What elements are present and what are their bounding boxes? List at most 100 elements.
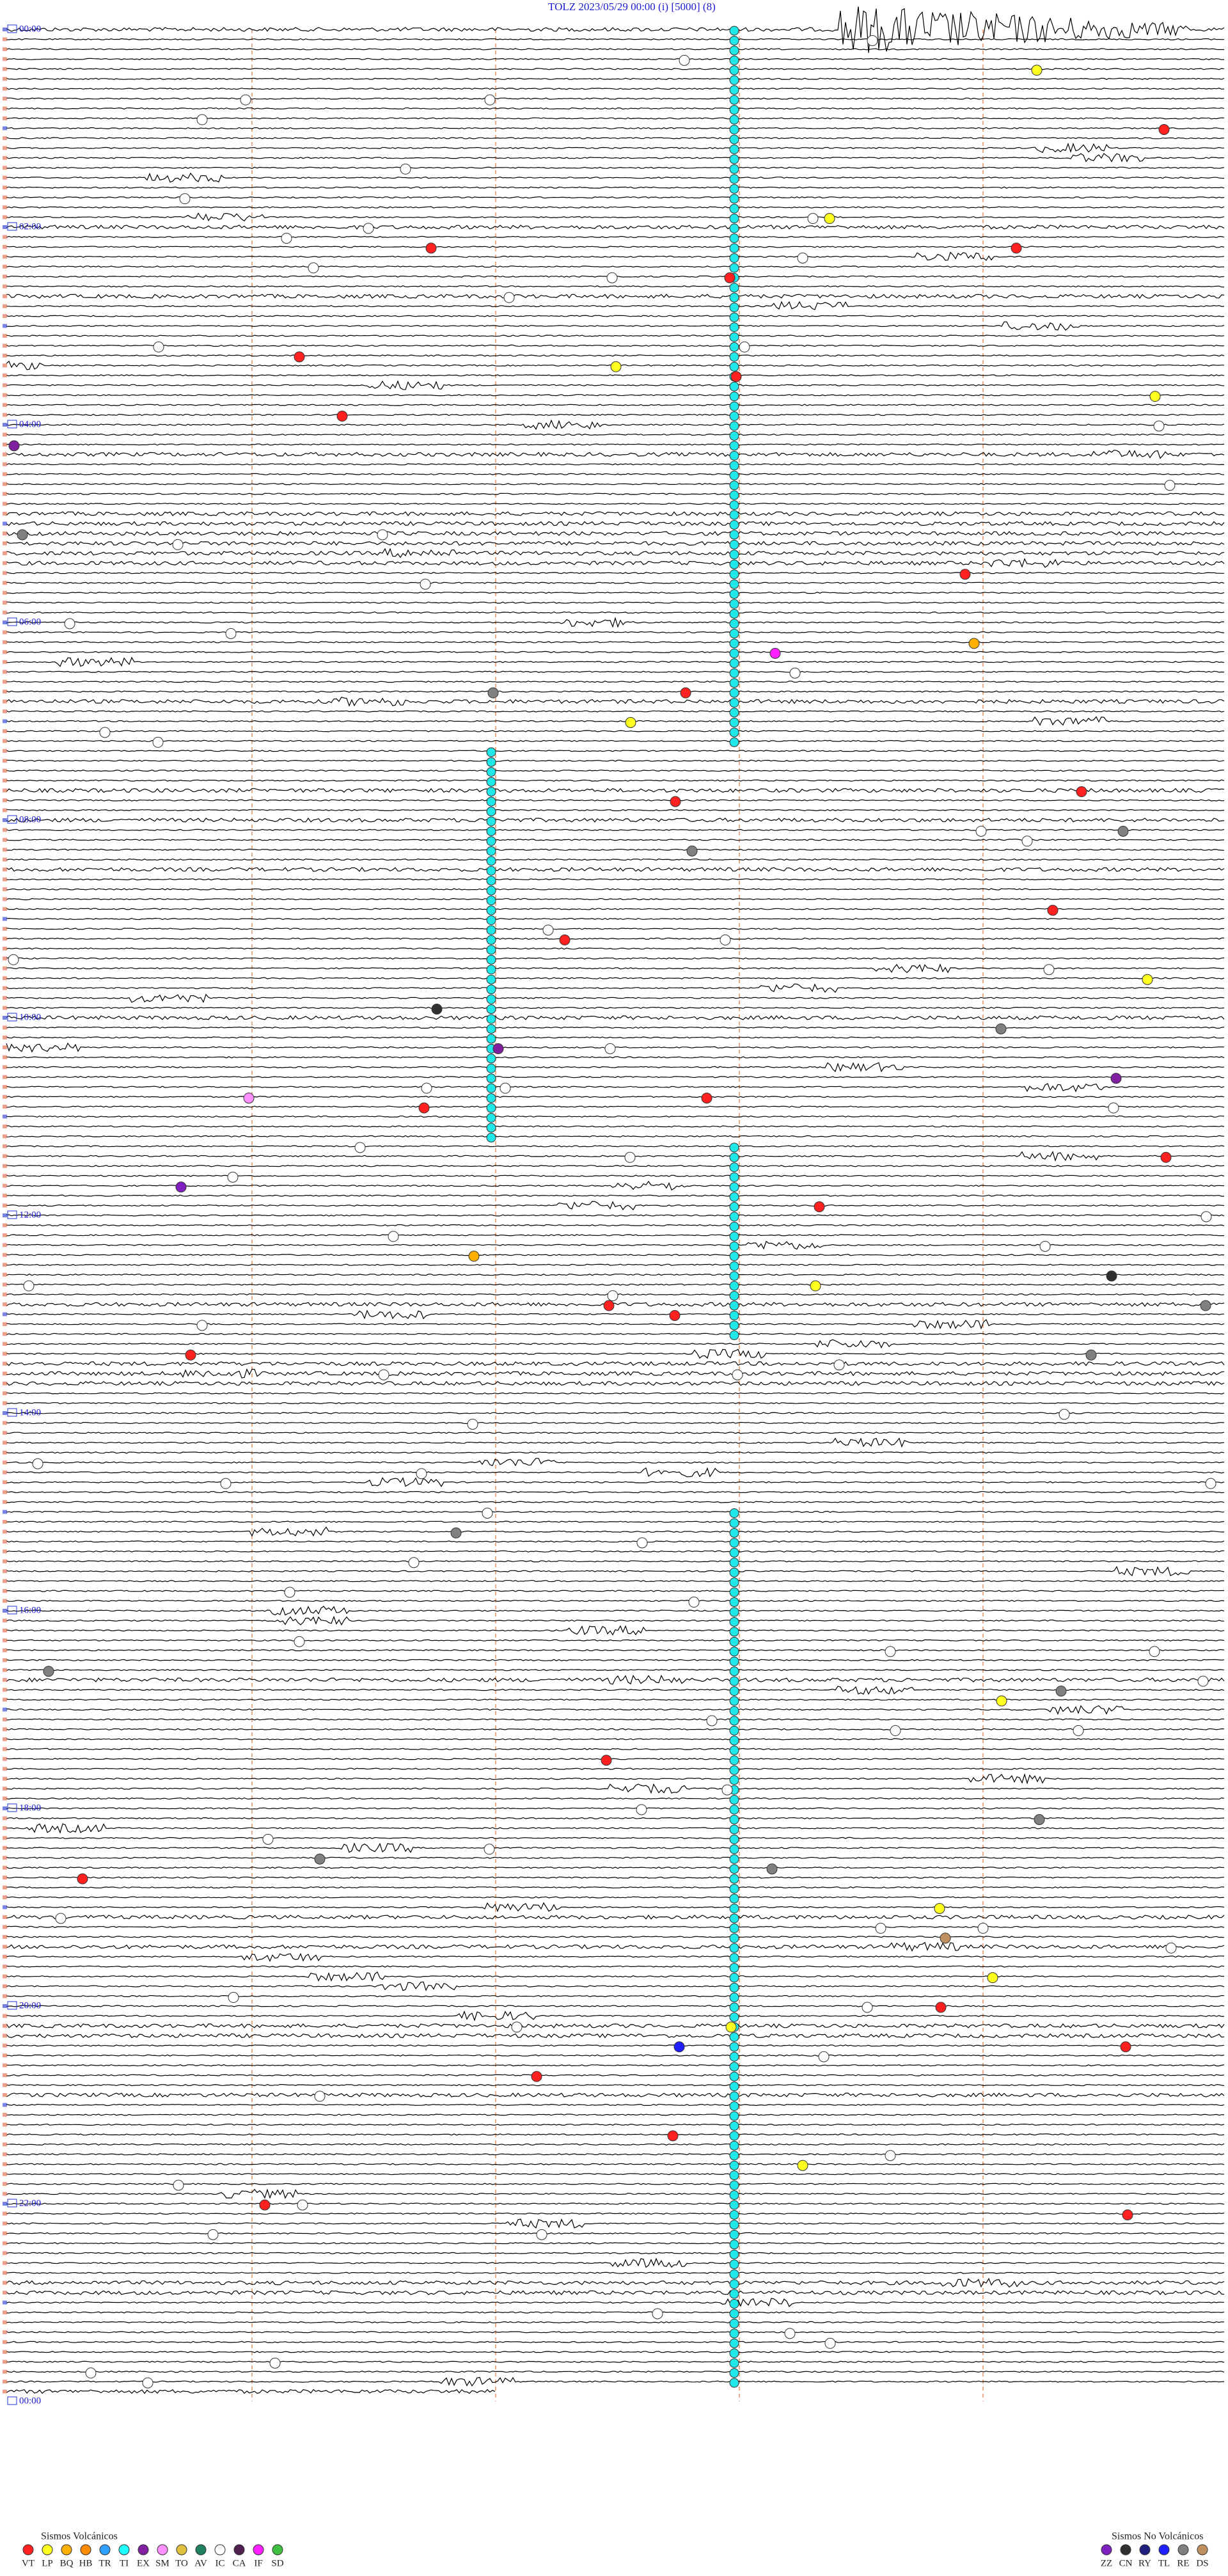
event-marker: [729, 312, 739, 322]
event-marker: [77, 1873, 88, 1885]
event-marker: [729, 2140, 739, 2151]
event-marker: [729, 2180, 739, 2190]
trace: [6, 2023, 1225, 2028]
row-tick: [3, 1263, 7, 1267]
trace: [6, 1886, 1225, 1889]
event-marker: [729, 1893, 739, 1904]
trace: [6, 592, 1225, 594]
row-tick: [3, 1915, 7, 1919]
event-marker: [729, 707, 739, 718]
row-tick: [3, 1876, 7, 1880]
row-tick: [3, 2014, 7, 2018]
event-marker: [729, 2328, 739, 2339]
trace: [6, 285, 1225, 288]
event-marker: [1043, 964, 1055, 976]
event-marker: [486, 777, 496, 787]
event-marker: [486, 1034, 496, 1044]
trace: [6, 502, 1225, 505]
trace: [6, 2163, 1225, 2165]
event-marker: [729, 2012, 739, 2022]
trace: [6, 2311, 1225, 2314]
traces: [3, 6, 1225, 2401]
row-tick: [3, 2380, 7, 2384]
row-tick: [3, 2251, 7, 2256]
trace: [6, 1510, 1225, 1513]
trace: [6, 1981, 1225, 1991]
trace: [6, 1165, 1225, 1167]
event-marker: [601, 1755, 612, 1766]
event-marker: [729, 411, 739, 422]
row-tick: [3, 205, 7, 210]
event-marker: [729, 431, 739, 441]
event-marker: [797, 252, 808, 264]
trace: [6, 48, 1224, 51]
trace: [6, 1339, 1225, 1348]
trace: [6, 828, 1225, 832]
event-marker: [425, 242, 437, 254]
row-tick: [3, 2162, 7, 2167]
trace: [6, 2202, 1225, 2205]
row-tick: [3, 403, 7, 407]
trace: [6, 294, 1225, 299]
event-marker: [172, 539, 184, 550]
event-marker: [420, 578, 431, 590]
event-marker: [729, 1271, 739, 1281]
row-tick: [3, 1312, 7, 1316]
event-marker: [603, 1300, 615, 1311]
row-tick: [3, 1421, 7, 1425]
event-marker: [486, 885, 496, 896]
hour-box: [7, 2396, 17, 2405]
legend-code: CN: [1119, 2558, 1133, 2568]
event-marker: [729, 520, 739, 530]
trace: [6, 2341, 1225, 2343]
event-marker: [729, 1973, 739, 1983]
trace: [6, 1490, 1225, 1494]
trace: [6, 1936, 1225, 1938]
trace: [6, 463, 1225, 466]
event-marker: [729, 470, 739, 480]
legend-code: RY: [1138, 2558, 1151, 2568]
event-marker: [729, 26, 739, 36]
event-marker: [729, 233, 739, 243]
trace: [6, 2044, 1225, 2047]
event-marker: [729, 2318, 739, 2328]
row-tick: [3, 877, 7, 881]
event-marker: [408, 1557, 420, 1569]
event-marker: [486, 816, 496, 826]
legend-swatch: [1120, 2544, 1131, 2556]
trace: [6, 1698, 1225, 1701]
row-tick: [3, 1006, 7, 1010]
row-tick: [3, 1371, 7, 1376]
event-marker: [729, 2338, 739, 2348]
row-tick: [3, 1016, 7, 1020]
trace: [6, 1615, 1224, 1626]
row-tick: [3, 778, 7, 783]
row-tick: [3, 1628, 7, 1632]
row-tick: [3, 235, 7, 239]
trace: [6, 315, 1225, 317]
row-tick: [3, 610, 7, 615]
row-tick: [3, 1816, 7, 1821]
legend-code: IC: [216, 2558, 225, 2568]
event-marker: [421, 1082, 432, 1094]
row-tick: [3, 1401, 7, 1405]
event-marker: [729, 342, 739, 352]
event-marker: [729, 401, 739, 411]
row-tick: [3, 1865, 7, 1870]
event-marker: [1165, 1942, 1177, 1954]
trace: [6, 1283, 1225, 1286]
row-tick: [3, 1352, 7, 1356]
event-marker: [314, 1853, 326, 1865]
event-marker: [885, 1646, 896, 1657]
event-marker: [729, 2289, 739, 2299]
legend-swatch: [138, 2544, 149, 2556]
trace: [6, 1797, 1225, 1800]
event-marker: [680, 687, 691, 699]
trace: [6, 1748, 1225, 1750]
event-marker: [729, 1666, 739, 1677]
legend-swatch: [42, 2544, 53, 2556]
event-marker: [729, 1291, 739, 1301]
legend-swatch: [61, 2544, 72, 2556]
trace: [6, 1180, 1225, 1190]
